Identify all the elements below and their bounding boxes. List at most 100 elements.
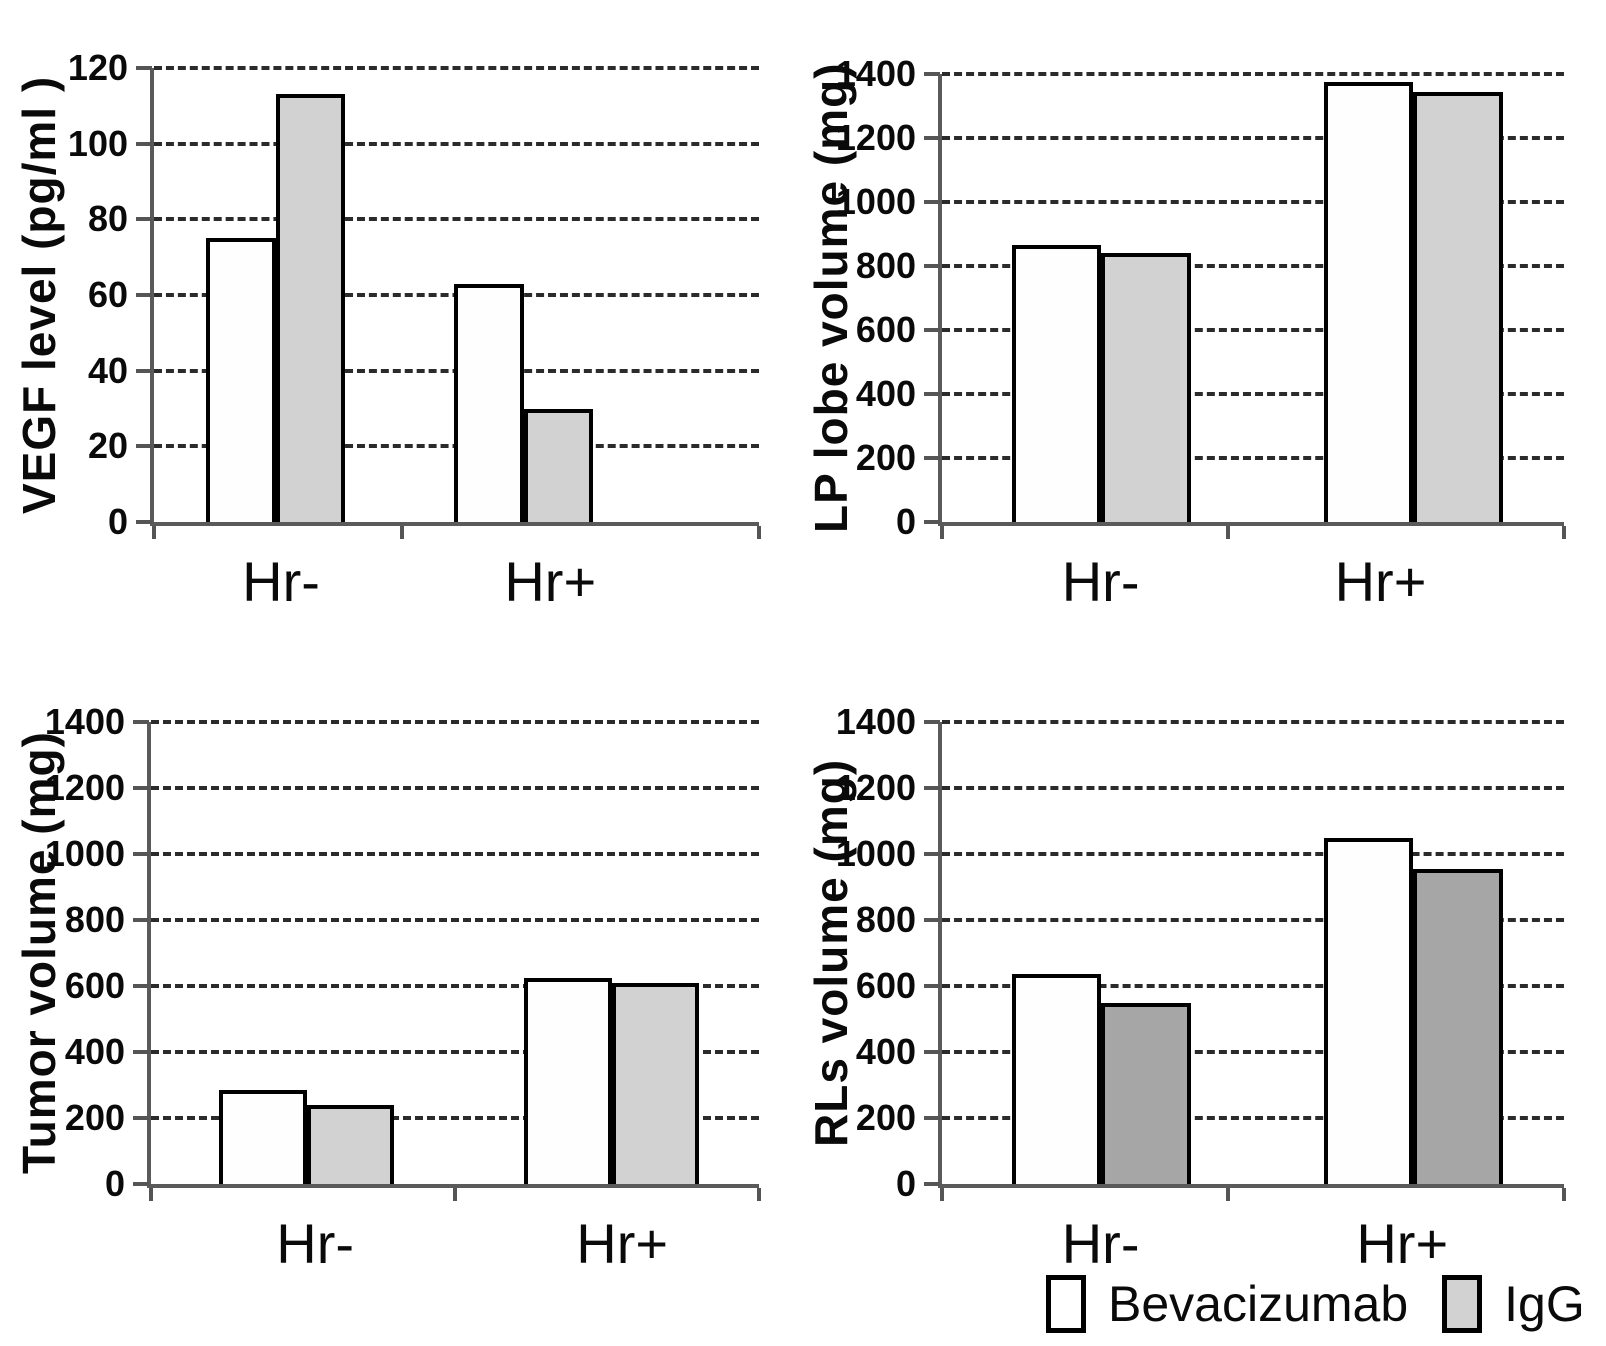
y-axis-tick <box>133 1050 149 1054</box>
legend: Bevacizumab IgG <box>1046 1266 1585 1342</box>
bar-bevacizumab-hr-minus <box>1011 245 1102 522</box>
y-axis-tick <box>133 1182 149 1186</box>
y-tick-label: 100 <box>67 122 128 164</box>
gridline <box>154 444 759 449</box>
y-tick-label: 600 <box>64 965 125 1006</box>
gridline <box>154 293 759 297</box>
gridline <box>942 136 1564 140</box>
gridline <box>942 918 1564 922</box>
y-tick-label: 80 <box>87 198 128 240</box>
y-axis-tick <box>136 141 152 146</box>
gridline <box>942 200 1564 204</box>
y-tick-label: 1400 <box>835 701 916 742</box>
plot-area: 0 200 400 600 800 1000 1200 1400 Hr- Hr+ <box>836 56 1566 610</box>
gridline <box>942 852 1564 856</box>
gridline <box>151 720 759 724</box>
x-category-label-hr-plus: Hr+ <box>576 1212 669 1275</box>
y-tick-label: 1000 <box>44 833 125 874</box>
x-category-label-hr-minus: Hr- <box>276 1212 355 1275</box>
x-category-label-hr-minus: Hr- <box>242 550 320 613</box>
y-axis-tick <box>136 66 152 70</box>
y-tick-label: 1000 <box>835 181 916 222</box>
y-tick-label: 1400 <box>44 701 125 742</box>
y-axis-label: VEGF level (pg/ml ) <box>13 75 65 515</box>
gridline <box>942 456 1564 460</box>
bar-bevacizumab-hr-plus <box>1323 82 1414 522</box>
y-axis-tick <box>924 328 940 332</box>
bar-igg-hr-minus <box>275 94 345 522</box>
gridline <box>151 1050 759 1054</box>
y-tick-label: 20 <box>87 425 128 467</box>
gridline <box>942 720 1564 724</box>
x-axis-tick <box>1562 526 1566 539</box>
y-tick-label: 800 <box>855 899 916 940</box>
y-axis-tick <box>133 720 149 724</box>
y-tick-label: 600 <box>855 309 916 350</box>
bar-igg-hr-minus <box>306 1104 395 1184</box>
y-tick-label: 0 <box>107 501 128 542</box>
y-tick-label: 0 <box>895 1163 916 1204</box>
bar-bevacizumab-hr-plus <box>1323 837 1414 1184</box>
gridline <box>942 264 1564 268</box>
bar-bevacizumab-hr-minus <box>206 238 276 522</box>
y-axis-tick <box>924 852 940 856</box>
y-axis-tick <box>924 786 940 790</box>
x-axis-tick <box>149 1188 153 1201</box>
y-axis-tick <box>924 72 940 76</box>
y-tick-label: 1400 <box>835 53 916 94</box>
y-axis-tick <box>133 1116 149 1120</box>
plot-area: 0 20 40 60 80 100 120 Hr- Hr+ <box>68 50 761 610</box>
x-axis-tick <box>152 526 156 539</box>
y-axis-tick <box>133 852 149 856</box>
y-axis-tick <box>133 918 149 922</box>
gridline <box>942 1116 1564 1120</box>
bar-bevacizumab-hr-plus <box>454 283 524 522</box>
gridline <box>942 392 1564 396</box>
gridline <box>151 786 759 790</box>
y-axis-tick <box>924 918 940 922</box>
bar-bevacizumab-hr-plus <box>524 977 612 1184</box>
gridline <box>942 984 1564 988</box>
y-tick-label: 1200 <box>835 117 916 158</box>
y-axis-tick <box>924 1182 940 1186</box>
y-tick-label: 200 <box>855 437 916 478</box>
y-axis-label: LP lobe volume (mg) <box>805 62 857 534</box>
x-category-label-hr-plus: Hr+ <box>1334 550 1427 613</box>
gridline <box>942 1050 1564 1054</box>
gridline <box>942 786 1564 790</box>
x-axis-tick <box>1226 1188 1231 1201</box>
plot-area: 0 200 400 600 800 1000 1200 1400 Hr- Hr+ <box>45 704 761 1272</box>
y-axis-tick <box>136 520 152 524</box>
x-category-label-hr-plus: Hr+ <box>1356 1212 1449 1275</box>
y-axis-tick <box>924 984 940 988</box>
x-category-label-hr-minus: Hr- <box>1061 550 1140 613</box>
y-tick-label: 600 <box>855 965 916 1006</box>
y-tick-label: 200 <box>64 1097 125 1138</box>
bar-igg-hr-minus <box>1101 253 1191 522</box>
y-tick-label: 120 <box>67 47 128 88</box>
bar-bevacizumab-hr-minus <box>219 1089 307 1184</box>
y-tick-label: 400 <box>64 1031 125 1072</box>
bar-igg-hr-plus <box>1413 868 1504 1184</box>
plot-area: 0 200 400 600 800 1000 1200 1400 Hr- Hr+ <box>836 704 1566 1272</box>
y-tick-label: 800 <box>855 245 916 286</box>
legend-label-igg: IgG <box>1504 1276 1585 1332</box>
gridline <box>942 72 1564 76</box>
x-axis-tick <box>400 526 405 539</box>
y-axis-tick <box>924 456 940 460</box>
y-tick-label: 60 <box>87 274 128 315</box>
gridline <box>154 141 759 146</box>
x-axis-tick <box>1562 1188 1566 1201</box>
bar-igg-hr-plus <box>1413 91 1504 522</box>
gridline <box>154 66 759 70</box>
legend-label-bevacizumab: Bevacizumab <box>1108 1276 1409 1332</box>
y-tick-label: 800 <box>64 899 125 940</box>
bar-bevacizumab-hr-minus <box>1011 974 1102 1184</box>
bar-igg-hr-plus <box>611 982 700 1184</box>
y-axis-tick <box>924 264 940 268</box>
y-tick-label: 0 <box>895 501 916 542</box>
